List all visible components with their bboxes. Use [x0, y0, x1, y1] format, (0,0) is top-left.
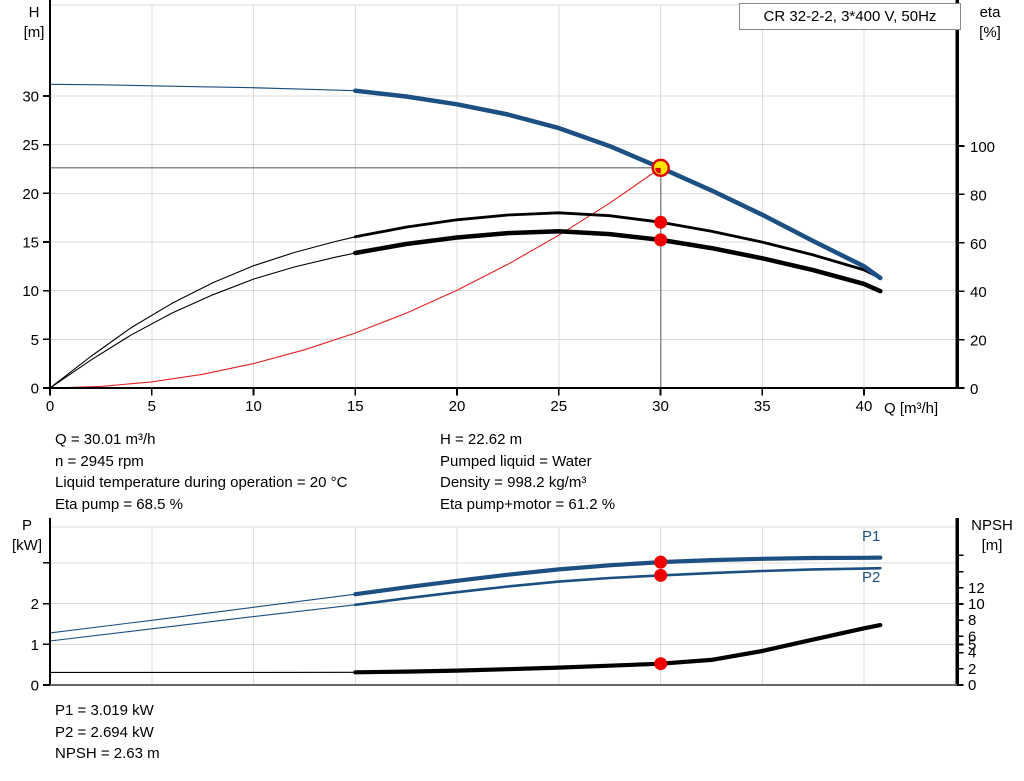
info-line: H = 22.62 m — [440, 431, 523, 448]
eta-tick-label-60: 60 — [970, 236, 987, 253]
eta-pump-curve-segment-1 — [353, 211, 882, 280]
eta-pump-motor-dot — [654, 233, 668, 247]
eta-tick-label-80: 80 — [970, 187, 987, 204]
duty-point-marker-wedge — [655, 167, 661, 174]
p1-curve-segment-0 — [49, 593, 356, 634]
info-line: Liquid temperature during operation = 20… — [55, 474, 348, 492]
head-curve-segment-1 — [353, 88, 883, 281]
power-info: P1 = 3.019 kW P2 = 2.694 kW NPSH = 2.63 m — [55, 700, 160, 765]
head-curve-segment-0 — [49, 83, 356, 92]
eta-pump-motor-curve-segment-0 — [49, 252, 356, 389]
q-tick-label-15: 15 — [347, 398, 364, 415]
eta-axis-symbol: eta — [979, 4, 1001, 21]
h-axis-label: H [m] — [12, 3, 56, 43]
p1-curve-label: P1 — [862, 528, 881, 545]
npsh-tick-label-4: 4 — [968, 645, 976, 662]
operating-point-info-left: Q = 30.01 m³/h n = 2945 rpm Liquid tempera… — [55, 429, 347, 515]
info-line: n = 2945 rpm — [55, 452, 144, 470]
npsh-tick-label-2: 2 — [968, 661, 976, 678]
p-axis-symbol: P — [21, 517, 32, 534]
p2-dot — [654, 568, 668, 582]
q-tick-label-0: 0 — [46, 398, 54, 415]
system-curve — [49, 167, 662, 389]
q-tick-label-35: 35 — [754, 398, 771, 415]
npsh-axis-unit: [m] — [981, 537, 1003, 554]
p2-curve-segment-1 — [354, 566, 882, 607]
npsh-tick-label-5: 5 — [968, 637, 976, 654]
q-axis-label: Q [m³/h] — [884, 400, 939, 417]
h-tick-label-10: 10 — [22, 283, 39, 300]
h-tick-label-30: 30 — [22, 89, 39, 106]
info-line: Eta pump+motor = 61.2 % — [440, 495, 616, 513]
npsh-axis-symbol: NPSH — [971, 517, 1013, 534]
q-tick-label-20: 20 — [449, 398, 466, 415]
p-axis-label: P [kW] — [6, 516, 48, 556]
q-tick-label-25: 25 — [550, 398, 567, 415]
h-tick-label-0: 0 — [31, 381, 39, 398]
info-line: Pumped liquid = Water — [440, 452, 592, 470]
npsh-axis-label: NPSH [m] — [963, 516, 1021, 556]
eta-pump-dot — [654, 215, 668, 229]
eta-pump-curve-segment-0 — [49, 236, 356, 389]
npsh-curve-segment-1 — [353, 623, 883, 675]
info-line: Density = 998.2 kg/m³ — [440, 474, 587, 492]
eta-tick-label-40: 40 — [970, 284, 987, 301]
eta-axis-unit: [%] — [979, 24, 1001, 41]
h-axis-symbol: H — [28, 4, 40, 21]
npsh-dot — [654, 657, 668, 671]
eta-axis-label: eta [%] — [966, 3, 1014, 43]
p-tick-label-1: 1 — [31, 637, 39, 654]
q-tick-label-30: 30 — [652, 398, 669, 415]
info-line: P1 = 3.019 kW — [55, 702, 154, 719]
p1-curve-segment-1 — [353, 555, 883, 597]
eta-pump-motor-curve-segment-1 — [353, 228, 883, 294]
npsh-tick-label-6: 6 — [968, 628, 976, 645]
h-tick-label-25: 25 — [22, 137, 39, 154]
p2-curve-label: P2 — [862, 569, 881, 586]
eta-tick-label-100: 100 — [970, 139, 995, 156]
q-tick-label-10: 10 — [245, 398, 262, 415]
q-tick-label-5: 5 — [148, 398, 156, 415]
p-tick-label-0: 0 — [31, 678, 39, 695]
h-tick-label-20: 20 — [22, 186, 39, 203]
npsh-tick-label-10: 10 — [968, 596, 985, 613]
p1-dot — [654, 555, 668, 569]
eta-tick-label-0: 0 — [970, 381, 978, 398]
info-line: NPSH = 2.63 m — [55, 745, 160, 763]
npsh-tick-label-12: 12 — [968, 580, 985, 597]
npsh-tick-label-0: 0 — [968, 677, 976, 694]
h-tick-label-5: 5 — [31, 332, 39, 349]
p2-curve-segment-0 — [49, 604, 356, 642]
p-tick-label-2: 2 — [31, 596, 39, 613]
operating-point-info-right: H = 22.62 m Pumped liquid = Water Density … — [440, 429, 615, 515]
info-line: Eta pump = 68.5 % — [55, 495, 183, 513]
npsh-tick-label-8: 8 — [968, 612, 976, 629]
q-tick-label-40: 40 — [856, 398, 873, 415]
info-line: Q = 30.01 m³/h — [55, 431, 156, 448]
h-tick-label-15: 15 — [22, 235, 39, 252]
p-axis-unit: [kW] — [12, 537, 42, 554]
pump-title-box: CR 32-2-2, 3*400 V, 50Hz — [739, 3, 961, 30]
h-axis-unit: [m] — [23, 24, 45, 41]
eta-tick-label-20: 20 — [970, 333, 987, 350]
info-line: P2 = 2.694 kW — [55, 723, 154, 741]
